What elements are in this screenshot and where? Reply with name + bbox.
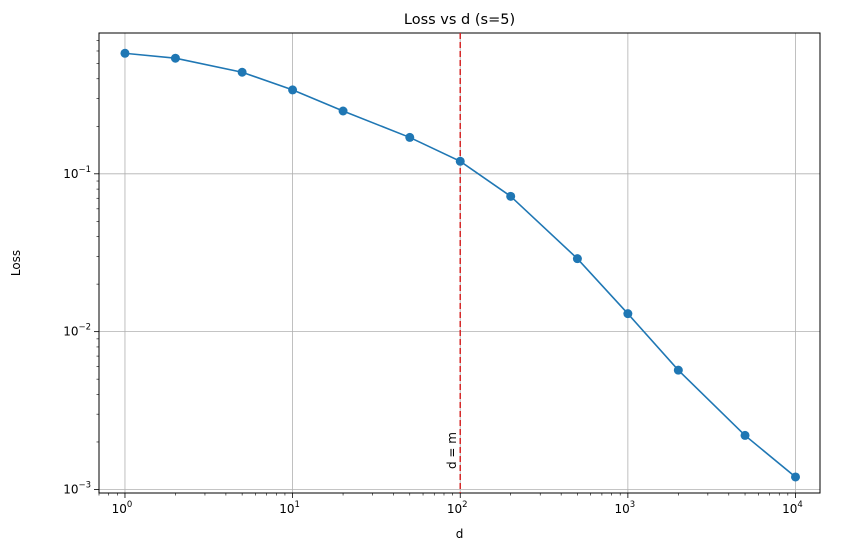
data-point xyxy=(572,254,582,264)
data-point xyxy=(288,85,298,95)
reference-line-layer: d = m xyxy=(445,33,461,493)
data-point xyxy=(673,365,683,375)
y-tick-label: 10−2 xyxy=(63,323,91,339)
data-point xyxy=(455,156,465,166)
data-point xyxy=(338,106,348,116)
chart-title: Loss vs d (s=5) xyxy=(404,12,515,28)
series-layer xyxy=(120,48,801,482)
data-point xyxy=(791,472,801,482)
y-tick-label: 10−1 xyxy=(63,165,91,181)
data-point xyxy=(506,191,516,201)
data-point xyxy=(170,53,180,63)
x-tick-label: 103 xyxy=(615,500,636,516)
data-point xyxy=(405,132,415,142)
x-axis-label: d xyxy=(456,527,464,541)
x-tick-label: 102 xyxy=(447,500,468,516)
data-point xyxy=(237,67,247,77)
data-point xyxy=(120,48,130,58)
y-tick-label: 10−3 xyxy=(63,480,91,496)
data-point xyxy=(740,430,750,440)
reference-line-label: d = m xyxy=(445,432,459,469)
data-point xyxy=(623,309,633,319)
ticks-layer: 100 101 102 103 104 10−1 10−2 10−3 xyxy=(63,40,803,516)
x-tick-label: 104 xyxy=(782,500,803,516)
x-tick-label: 101 xyxy=(279,500,300,516)
y-axis-label: Loss xyxy=(9,250,23,276)
x-tick-label: 100 xyxy=(112,500,133,516)
